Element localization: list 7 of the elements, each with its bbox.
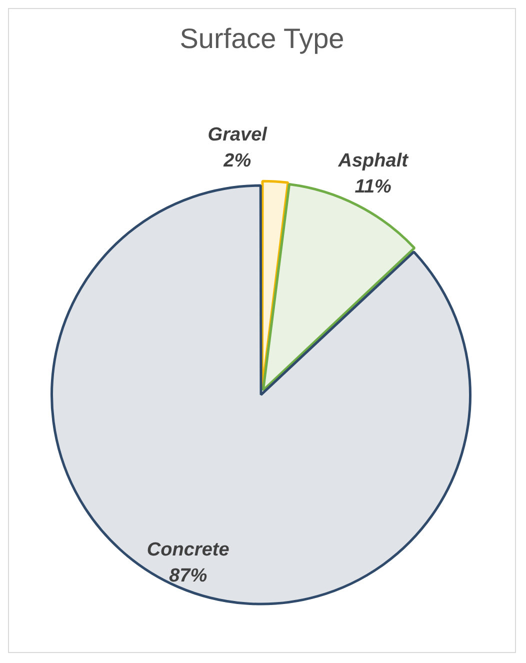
data-label: 87% bbox=[169, 566, 208, 587]
slice-label: Gravel bbox=[208, 124, 268, 146]
chart-title: Surface Type bbox=[178, 23, 346, 55]
slice-label: Asphalt bbox=[337, 150, 409, 172]
data-label: 11% bbox=[354, 176, 392, 198]
slice-label: Concrete bbox=[146, 540, 230, 561]
data-label: 2% bbox=[222, 150, 252, 172]
